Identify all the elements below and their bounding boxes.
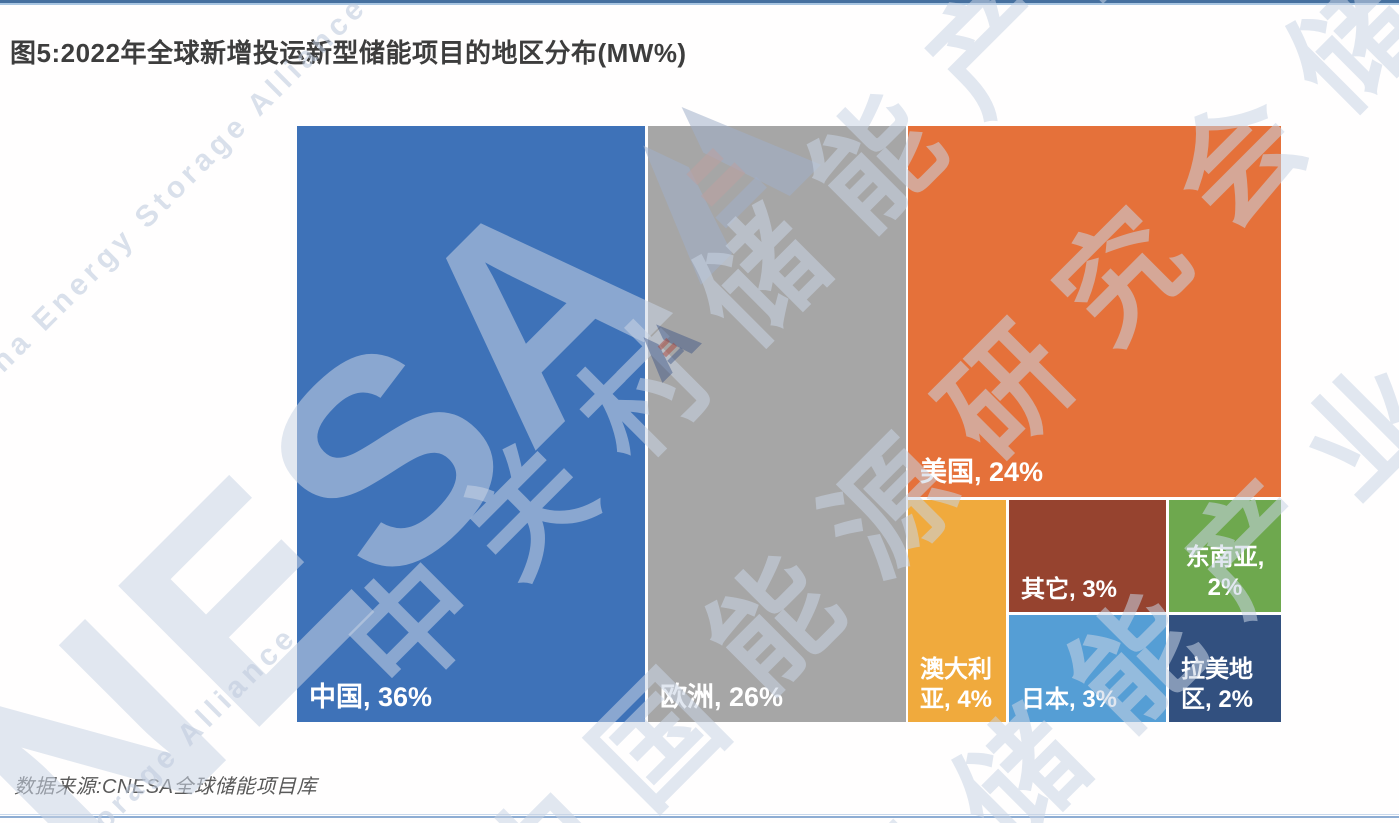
treemap-tile-other: 其它, 3% — [1009, 500, 1166, 612]
treemap-tile-latin-america: 拉美地区, 2% — [1169, 615, 1281, 722]
treemap-chart: 中国, 36% 欧洲, 26% 美国, 24% 澳大利亚, 4% 其它, 3% … — [297, 126, 1281, 722]
chart-title: 图5:2022年全球新增投运新型储能项目的地区分布(MW%) — [10, 38, 687, 68]
tile-label-other: 其它, 3% — [1021, 575, 1118, 603]
treemap-tile-australia: 澳大利亚, 4% — [908, 500, 1006, 722]
tile-label-usa: 美国, 24% — [920, 457, 1044, 488]
tile-label-australia: 澳大利亚, 4% — [920, 656, 993, 713]
tile-label-china: 中国, 36% — [309, 682, 433, 713]
treemap-tile-china: 中国, 36% — [297, 126, 645, 722]
tile-label-japan: 日本, 3% — [1021, 685, 1118, 713]
tile-label-europe: 欧洲, 26% — [660, 682, 784, 713]
bottom-divider-line — [0, 814, 1399, 818]
treemap-tile-southeast-asia: 东南亚, 2% — [1169, 500, 1281, 612]
treemap-tile-europe: 欧洲, 26% — [648, 126, 906, 722]
treemap-tile-japan: 日本, 3% — [1009, 615, 1166, 722]
tile-label-latin-america: 拉美地区, 2% — [1181, 656, 1254, 713]
data-source-note: 数据来源:CNESA全球储能项目库 — [14, 776, 317, 798]
top-divider-line — [0, 0, 1399, 5]
treemap-tile-usa: 美国, 24% — [908, 126, 1281, 497]
tile-label-southeast-asia: 东南亚, 2% — [1185, 544, 1265, 601]
